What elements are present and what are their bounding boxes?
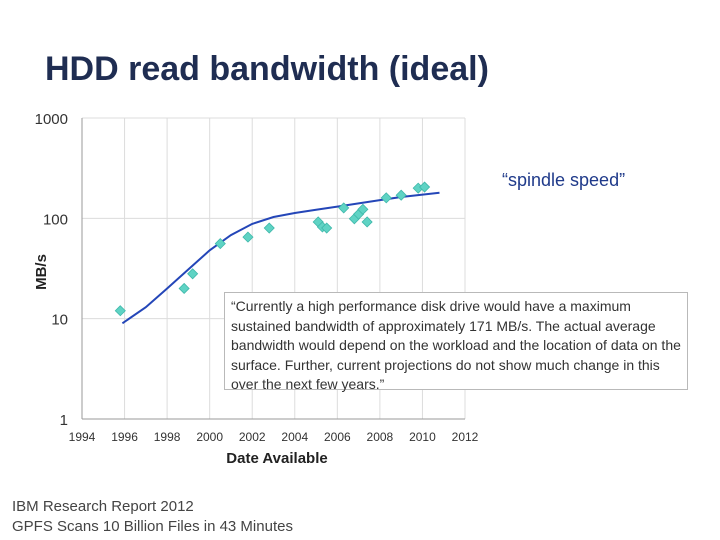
x-tick-label: 1996 — [111, 430, 138, 444]
x-tick-label: 2002 — [239, 430, 266, 444]
y-tick-label: 100 — [43, 211, 68, 228]
source-citation: IBM Research Report 2012 GPFS Scans 10 B… — [12, 497, 293, 537]
tick-labels-layer: 1994 1996 1998 2000 2002 2004 2006 2008 2010 2012… — [35, 111, 479, 444]
x-tick-label: 2006 — [324, 430, 351, 444]
source-line-report: IBM Research Report 2012 — [12, 498, 194, 515]
source-line-title: GPFS Scans 10 Billion Files in 43 Minute… — [12, 518, 293, 535]
trend-line-layer — [121, 191, 440, 325]
x-tick-label: 1994 — [69, 430, 96, 444]
data-points-layer — [114, 181, 431, 317]
data-point — [321, 222, 333, 234]
data-point — [361, 216, 373, 228]
data-point — [263, 222, 275, 234]
data-point — [338, 202, 350, 214]
trend-line — [121, 191, 440, 325]
data-point — [380, 192, 392, 204]
data-point — [419, 181, 431, 193]
x-tick-label: 1998 — [154, 430, 181, 444]
data-point — [395, 189, 407, 201]
x-tick-label: 2004 — [281, 430, 308, 444]
quote-box: “Currently a high performance disk drive… — [224, 292, 688, 392]
x-axis-label: Date Available — [226, 450, 327, 467]
spindle-speed-annotation: “spindle speed” — [502, 170, 626, 190]
x-tick-label: 2000 — [196, 430, 223, 444]
y-tick-label: 1 — [60, 412, 68, 429]
data-point — [178, 282, 190, 295]
x-tick-label: 2008 — [367, 430, 394, 444]
slide-title: HDD read bandwidth (ideal) — [45, 50, 489, 88]
x-tick-label: 2010 — [409, 430, 436, 444]
y-tick-label: 10 — [51, 312, 68, 329]
x-tick-label: 2012 — [452, 430, 479, 444]
data-point — [357, 203, 369, 215]
data-point — [114, 305, 126, 317]
data-point — [187, 268, 199, 280]
y-axis-label: MB/s — [33, 254, 50, 290]
data-point — [242, 231, 254, 243]
data-point — [214, 238, 226, 250]
y-tick-label: 1000 — [35, 111, 68, 128]
